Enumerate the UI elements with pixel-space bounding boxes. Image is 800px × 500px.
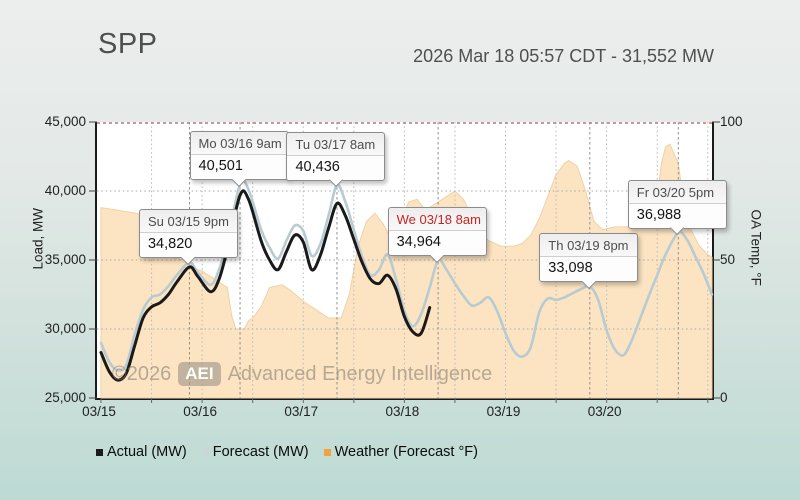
weather-swatch-icon <box>323 448 331 456</box>
forecast-swatch-icon <box>201 448 209 456</box>
annotation-callout: Su 03/15 9pm 34,820 <box>138 209 238 266</box>
chart-legend: Actual (MW) Forecast (MW) Weather (Forec… <box>96 444 493 460</box>
x-axis-day-label: 03/17 <box>284 404 319 419</box>
y-right-tick-label: 100 <box>720 114 743 129</box>
callout-title: Th 03/19 8pm <box>540 234 638 258</box>
actual-swatch-icon <box>96 448 103 456</box>
weather-area <box>100 143 713 399</box>
annotation-callout: Th 03/19 8pm 33,098 <box>539 233 639 289</box>
y-left-tick-label: 35,000 <box>44 252 86 267</box>
legend-label: Weather (Forecast °F) <box>334 444 478 460</box>
callout-title: We 03/18 8am <box>388 208 486 232</box>
y-left-tick-label: 40,000 <box>44 183 86 198</box>
legend-label: Forecast (MW) <box>212 444 309 460</box>
annotation-callout: We 03/18 8am 34,964 <box>387 207 487 264</box>
callout-title: Tu 03/17 8am <box>287 133 385 156</box>
y-right-tick-label: 50 <box>720 252 736 267</box>
x-axis-day-label: 03/20 <box>587 404 622 419</box>
legend-label: Actual (MW) <box>107 444 187 460</box>
callout-title: Su 03/15 9pm <box>139 210 237 234</box>
watermark-company-name: Advanced Energy Intelligence <box>227 362 493 385</box>
page-title: SPP <box>98 28 158 60</box>
annotation-callout: Mo 03/16 9am 40,501 <box>189 131 289 187</box>
watermark-copyright: ©2026 <box>112 362 172 385</box>
y-left-tick-label: 45,000 <box>44 114 86 129</box>
aei-logo: AEI <box>178 362 221 386</box>
forecast-line <box>99 178 714 372</box>
y-left-tick-label: 30,000 <box>44 321 86 336</box>
legend-item-forecast[interactable]: Forecast (MW) <box>201 444 309 460</box>
y-right-tick-label: 0 <box>720 390 728 405</box>
legend-item-weather[interactable]: Weather (Forecast °F) <box>323 444 478 460</box>
legend-item-actual[interactable]: Actual (MW) <box>96 444 187 460</box>
callout-title: Mo 03/16 9am <box>190 132 288 156</box>
x-axis-day-label: 03/18 <box>385 404 420 419</box>
current-time-and-load: 2026 Mar 18 05:57 CDT - 31,552 MW <box>413 46 714 66</box>
callout-value: 40,501 <box>190 155 288 180</box>
y-left-tick-label: 25,000 <box>44 390 86 405</box>
watermark: ©2026 AEI Advanced Energy Intelligence <box>112 362 492 386</box>
annotation-callout: Fr 03/20 5pm 36,988 <box>627 179 727 236</box>
x-axis-day-label: 03/19 <box>486 404 521 419</box>
annotation-callout: Tu 03/17 8am 40,436 <box>286 131 386 188</box>
callout-title: Fr 03/20 5pm <box>628 181 726 204</box>
x-axis-day-label: 03/16 <box>183 404 218 419</box>
x-axis-day-label: 03/15 <box>82 404 116 419</box>
actual-line <box>99 189 432 382</box>
